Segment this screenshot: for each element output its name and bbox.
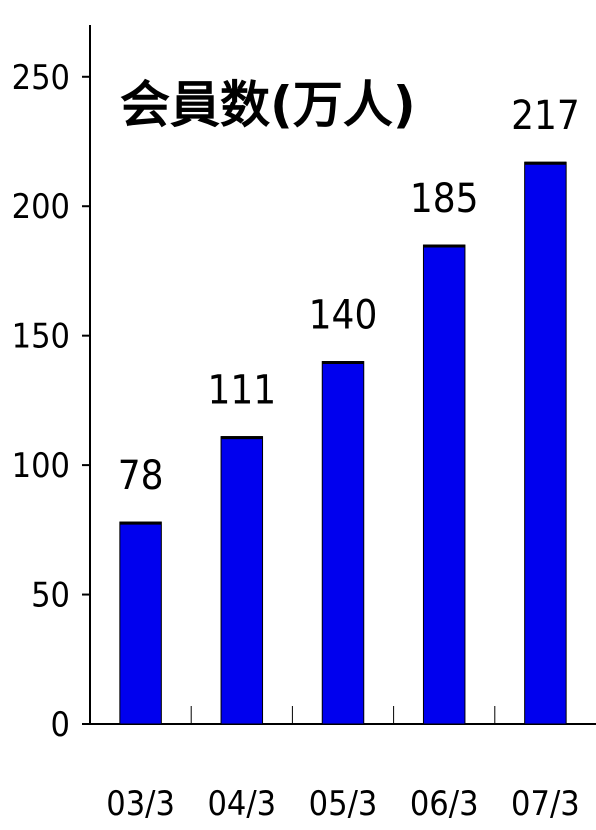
y-tick-label: 150	[12, 317, 70, 357]
bars	[119, 161, 567, 725]
bar	[524, 161, 567, 725]
bar-value-label: 140	[309, 293, 378, 339]
y-tick-label: 0	[51, 705, 70, 745]
bar-value-label: 111	[207, 368, 276, 414]
bar	[119, 521, 162, 725]
chart-title: 会員数(万人)	[120, 76, 416, 134]
y-tick-label: 50	[31, 576, 70, 616]
bar-value-label: 78	[118, 453, 164, 499]
bar-value-label: 217	[511, 93, 580, 139]
bar	[422, 244, 466, 725]
category-label: 03/3	[106, 784, 175, 824]
category-labels: 03/3 04/3 05/3 06/3 07/3	[106, 784, 579, 824]
bar	[321, 361, 365, 725]
bar	[220, 436, 264, 725]
category-label: 07/3	[511, 784, 580, 824]
category-label: 04/3	[207, 784, 276, 824]
category-label: 06/3	[410, 784, 479, 824]
bar-value-label: 185	[410, 176, 479, 222]
y-tick-label: 100	[12, 446, 70, 486]
y-tick-label: 250	[12, 58, 70, 98]
y-ticks: 0 50 100 150 200 250	[12, 58, 90, 745]
x-ticks	[190, 706, 496, 724]
data-labels: 78 111 140 185 217	[118, 93, 580, 499]
y-tick-label: 200	[12, 187, 70, 227]
category-label: 05/3	[309, 784, 378, 824]
